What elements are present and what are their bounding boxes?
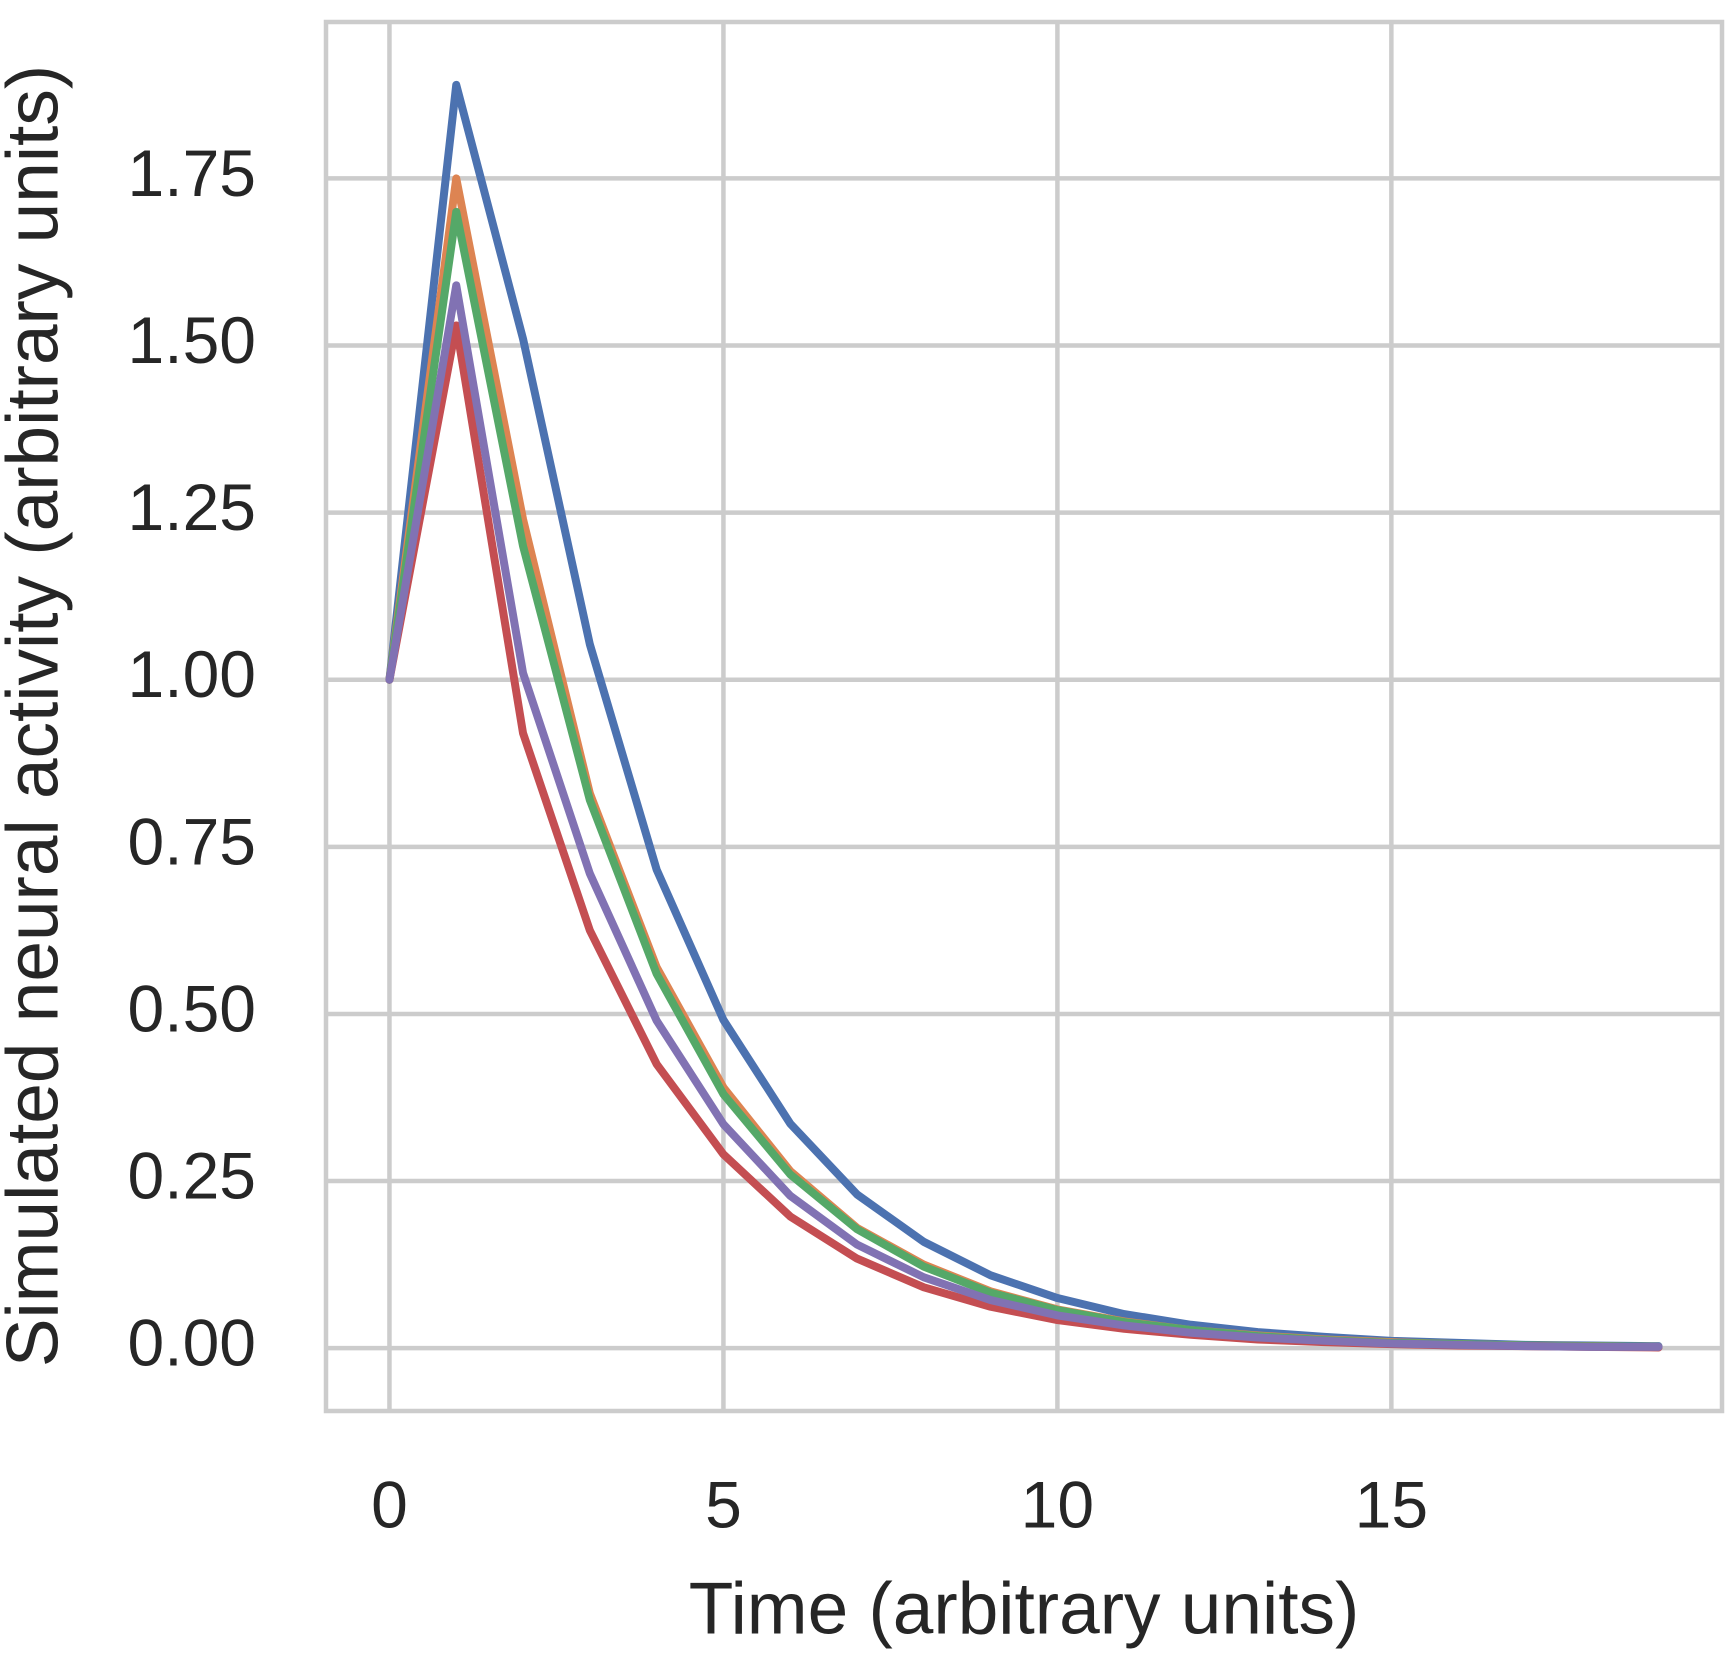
y-tick-label: 1.75 — [128, 136, 256, 210]
x-tick-label: 10 — [1021, 1467, 1094, 1541]
y-tick-label: 1.50 — [128, 303, 256, 377]
plot-frame — [323, 19, 1725, 1414]
x-tick-label: 0 — [371, 1467, 408, 1541]
x-tick-label: 5 — [705, 1467, 742, 1541]
y-tick-label: 0.75 — [128, 804, 256, 878]
y-tick-label: 1.00 — [128, 637, 256, 711]
y-tick-label: 0.50 — [128, 971, 256, 1045]
x-axis-label: Time (arbitrary units) — [689, 1568, 1360, 1649]
y-tick-label: 1.25 — [128, 470, 256, 544]
data-line — [385, 207, 1663, 1351]
x-tick-label: 15 — [1355, 1467, 1428, 1541]
data-line — [385, 281, 1663, 1351]
y-tick-label: 0.25 — [128, 1138, 256, 1212]
y-tick-label: 0.00 — [128, 1306, 256, 1380]
y-axis-label: Simulated neural activity (arbitrary uni… — [0, 65, 73, 1367]
data-line — [385, 80, 1663, 1351]
